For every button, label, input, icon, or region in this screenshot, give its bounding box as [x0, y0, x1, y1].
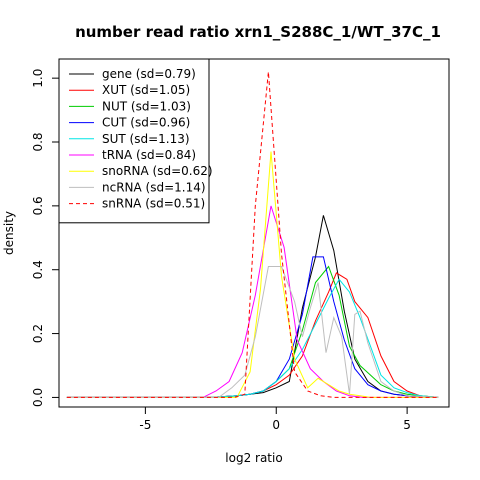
legend-label: XUT (sd=1.05): [102, 83, 190, 97]
x-tick-label: -5: [139, 418, 151, 432]
y-axis: 0.0 0.2 0.4 0.6 0.8 1.0: [31, 69, 60, 407]
series-line-1: [66, 272, 439, 398]
series-layer: [66, 71, 439, 398]
legend-label: snoRNA (sd=0.62): [102, 164, 213, 178]
legend-label: SUT (sd=1.13): [102, 132, 190, 146]
y-tick-label: 0.2: [31, 324, 45, 343]
x-axis-label: log2 ratio: [225, 451, 282, 465]
y-tick-label: 0.4: [31, 260, 45, 279]
series-line-7: [66, 266, 439, 398]
legend-label: ncRNA (sd=1.14): [102, 180, 206, 194]
x-tick-label: 5: [403, 418, 411, 432]
y-axis-label: density: [2, 211, 16, 255]
chart-title: number read ratio xrn1_S288C_1/WT_37C_1: [75, 23, 441, 41]
series-line-2: [66, 265, 439, 398]
y-tick-label: 0.8: [31, 132, 45, 151]
legend-label: snRNA (sd=0.51): [102, 197, 205, 211]
y-tick-label: 0.0: [31, 388, 45, 407]
legend-label: tRNA (sd=0.84): [102, 148, 196, 162]
series-line-4: [66, 278, 439, 398]
y-tick-label: 0.6: [31, 196, 45, 215]
x-tick-label: 0: [272, 418, 280, 432]
series-line-5: [66, 205, 439, 398]
legend: gene (sd=0.79) XUT (sd=1.05) NUT (sd=1.03)…: [58, 58, 213, 224]
legend-box: [58, 58, 210, 224]
legend-label: gene (sd=0.79): [102, 67, 196, 81]
y-tick-label: 1.0: [31, 69, 45, 88]
legend-label: CUT (sd=0.96): [102, 116, 190, 130]
legend-label: NUT (sd=1.03): [102, 99, 191, 113]
x-axis: -5 0 5: [139, 406, 411, 432]
